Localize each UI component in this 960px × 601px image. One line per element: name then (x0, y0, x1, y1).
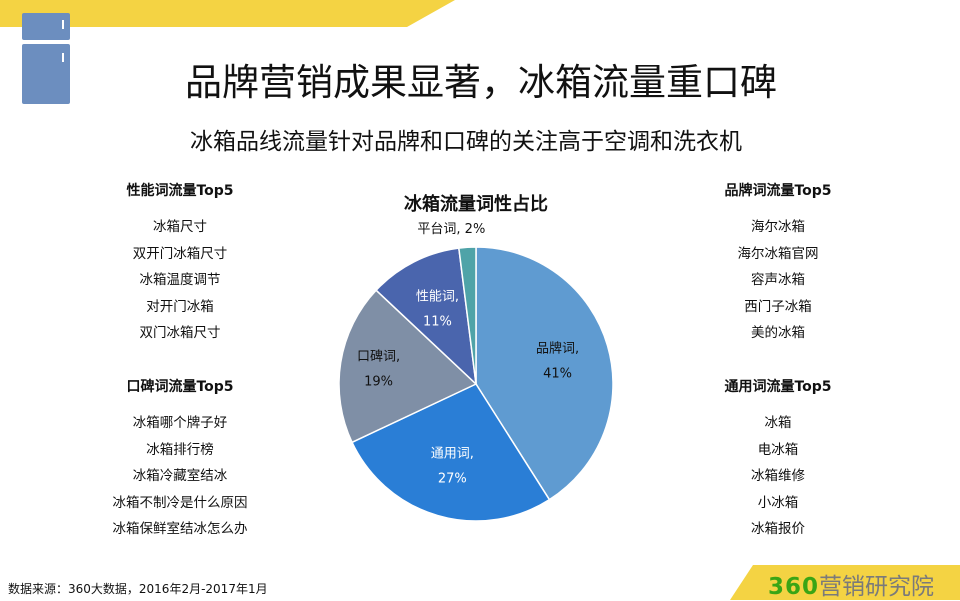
list-item: 冰箱冷藏室结冰 (132, 468, 228, 484)
list-item: 冰箱报价 (751, 521, 805, 537)
data-source: 数据来源：360大数据，2016年2月-2017年1月 (8, 582, 268, 596)
brand-logo: 360营销研究院 (768, 574, 935, 600)
pie-label: 口碑词, 19% (357, 349, 400, 390)
list-heading: 口碑词流量Top5 (126, 379, 234, 395)
pie-slice-口碑词 (338, 289, 478, 444)
list-item: 冰箱排行榜 (146, 441, 214, 458)
list-item: 双门冰箱尺寸 (139, 325, 221, 341)
list-heading: 通用词流量Top5 (724, 379, 832, 395)
pie-slice-性能词 (375, 247, 478, 386)
top-accent-band (0, 0, 455, 27)
list-item: 美的冰箱 (751, 325, 805, 341)
pie-slice-品牌词 (475, 246, 614, 501)
list-item: 冰箱尺寸 (153, 219, 207, 235)
list-item: 冰箱不制冷是什么原因 (112, 494, 248, 511)
pie-label: 性能词, 11% (416, 289, 459, 329)
brand-words-list: 品牌词流量Top5 海尔冰箱 海尔冰箱官网 容声冰箱 西门子冰箱 美的冰箱 (678, 180, 878, 347)
pie-label: 平台词, 2% (417, 222, 485, 237)
fridge-icon (22, 13, 70, 104)
chart-title: 冰箱流量词性占比 (404, 194, 548, 215)
list-item: 电冰箱 (757, 441, 799, 458)
pie-slice-通用词 (351, 383, 551, 522)
list-item: 冰箱哪个牌子好 (132, 415, 228, 431)
reputation-words-list: 口碑词流量Top5 冰箱哪个牌子好 冰箱排行榜 冰箱冷藏室结冰 冰箱不制冷是什么… (80, 376, 280, 543)
generic-words-list: 通用词流量Top5 冰箱 电冰箱 冰箱维修 小冰箱 冰箱报价 (678, 376, 878, 543)
brand-banner (730, 565, 960, 600)
list-heading: 性能词流量Top5 (126, 183, 234, 199)
page-title: 品牌营销成果显著，冰箱流量重口碑 (185, 61, 777, 104)
list-item: 冰箱温度调节 (139, 272, 221, 288)
performance-words-list: 性能词流量Top5 冰箱尺寸 双开门冰箱尺寸 冰箱温度调节 对开门冰箱 双门冰箱… (80, 180, 280, 347)
pie-slice-平台词 (457, 246, 477, 385)
list-item: 容声冰箱 (751, 272, 805, 288)
list-item: 海尔冰箱 (751, 219, 805, 235)
list-item: 海尔冰箱官网 (737, 245, 819, 262)
list-heading: 品牌词流量Top5 (724, 183, 832, 199)
list-item: 对开门冰箱 (146, 298, 214, 315)
list-item: 冰箱 (764, 415, 792, 431)
list-item: 西门子冰箱 (744, 298, 812, 315)
page-subtitle: 冰箱品线流量针对品牌和口碑的关注高于空调和洗衣机 (190, 129, 742, 155)
list-item: 双开门冰箱尺寸 (132, 245, 228, 262)
list-item: 冰箱维修 (751, 468, 805, 484)
list-item: 小冰箱 (757, 494, 799, 511)
pie-label: 品牌词, 41% (536, 340, 579, 381)
pie-label: 通用词, 27% (431, 447, 474, 487)
list-item: 冰箱保鲜室结冰怎么办 (112, 521, 248, 537)
